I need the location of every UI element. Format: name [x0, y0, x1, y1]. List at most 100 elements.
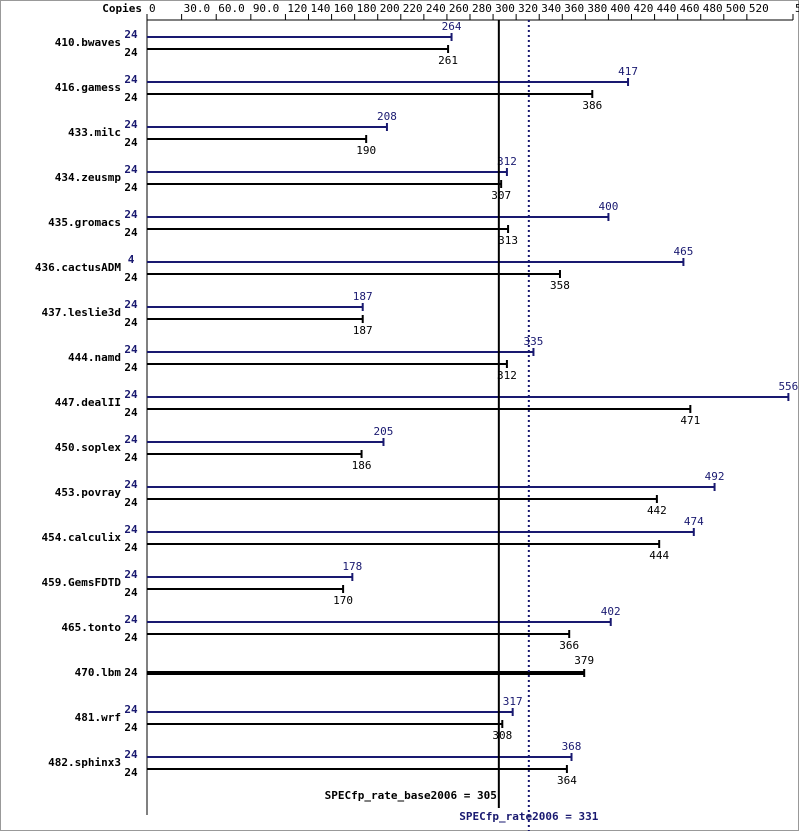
reference-label: SPECfp_rate_base2006 = 305: [325, 789, 497, 802]
benchmark-label: 450.soplex: [55, 441, 122, 454]
value-label: 205: [374, 425, 394, 438]
benchmark-label: 434.zeusmp: [55, 171, 122, 184]
x-tick-label: 260: [449, 2, 469, 15]
copies-label: 24: [124, 136, 138, 149]
benchmark-label: 481.wrf: [75, 711, 121, 724]
value-label: 317: [503, 695, 523, 708]
value-label: 312: [497, 155, 517, 168]
value-label: 187: [353, 290, 373, 303]
value-label: 368: [562, 740, 582, 753]
copies-label: 24: [124, 388, 138, 401]
value-label: 364: [557, 774, 577, 787]
x-tick-label: 90.0: [253, 2, 279, 15]
value-label: 386: [582, 99, 602, 112]
x-tick-label: 440: [657, 2, 677, 15]
value-label: 465: [673, 245, 693, 258]
copies-label: 24: [124, 666, 138, 679]
value-label: 178: [342, 560, 362, 573]
value-label: 492: [705, 470, 725, 483]
benchmark-label: 447.dealII: [55, 396, 121, 409]
copies-label: 24: [124, 748, 138, 761]
value-label: 190: [356, 144, 376, 157]
benchmark-label: 437.leslie3d: [42, 306, 121, 319]
value-label: 264: [442, 20, 462, 33]
copies-label: 24: [124, 406, 138, 419]
copies-label: 24: [124, 361, 138, 374]
value-label: 170: [333, 594, 353, 607]
benchmark-label: 482.sphinx3: [48, 756, 121, 769]
x-tick-label: 300: [495, 2, 515, 15]
copies-label: 24: [124, 451, 138, 464]
benchmark-label: 436.cactusADM: [35, 261, 121, 274]
x-tick-label: 400: [610, 2, 630, 15]
x-tick-label: 180: [357, 2, 377, 15]
x-tick-label: 500: [726, 2, 746, 15]
benchmark-label: 444.namd: [68, 351, 121, 364]
x-tick-label: 160: [334, 2, 354, 15]
copies-label: 24: [124, 118, 138, 131]
copies-label: 24: [124, 298, 138, 311]
copies-label: 24: [124, 631, 138, 644]
copies-label: 24: [124, 316, 138, 329]
value-label: 400: [598, 200, 618, 213]
x-tick-label: 140: [311, 2, 331, 15]
benchmark-label: 459.GemsFDTD: [42, 576, 122, 589]
benchmark-label: 416.gamess: [55, 81, 121, 94]
value-label: 444: [649, 549, 669, 562]
x-tick-label: 360: [564, 2, 584, 15]
x-tick-label: 220: [403, 2, 423, 15]
benchmark-label: 433.milc: [68, 126, 121, 139]
copies-label: 24: [124, 721, 138, 734]
copies-label: 24: [124, 73, 138, 86]
value-label: 186: [352, 459, 372, 472]
copies-label: 24: [124, 226, 138, 239]
x-tick-label: 240: [426, 2, 446, 15]
x-tick-label: 380: [587, 2, 607, 15]
axis-label: Copies: [102, 2, 142, 15]
value-label: 308: [492, 729, 512, 742]
copies-label: 24: [124, 46, 138, 59]
value-label: 307: [491, 189, 511, 202]
x-tick-label: 30.0: [184, 2, 211, 15]
copies-label: 24: [124, 703, 138, 716]
value-label: 187: [353, 324, 373, 337]
value-label: 312: [497, 369, 517, 382]
copies-label: 24: [124, 478, 138, 491]
copies-label: 24: [124, 523, 138, 536]
copies-label: 24: [124, 28, 138, 41]
copies-label: 24: [124, 163, 138, 176]
copies-label: 24: [124, 496, 138, 509]
value-label: 471: [680, 414, 700, 427]
copies-label: 24: [124, 343, 138, 356]
benchmark-label: 435.gromacs: [48, 216, 121, 229]
copies-label: 24: [124, 271, 138, 284]
value-label: 366: [559, 639, 579, 652]
value-label: 474: [684, 515, 704, 528]
copies-label: 24: [124, 433, 138, 446]
value-label: 442: [647, 504, 667, 517]
copies-label: 24: [124, 208, 138, 221]
benchmark-label: 465.tonto: [61, 621, 121, 634]
value-label: 402: [601, 605, 621, 618]
value-label: 208: [377, 110, 397, 123]
x-tick-label: 120: [287, 2, 307, 15]
x-tick-label: 200: [380, 2, 400, 15]
value-label: 313: [498, 234, 518, 247]
copies-label: 24: [124, 541, 138, 554]
benchmark-label: 410.bwaves: [55, 36, 121, 49]
x-tick-label: 320: [518, 2, 538, 15]
x-tick-label: 460: [680, 2, 700, 15]
benchmark-label: 470.lbm: [75, 666, 122, 679]
value-label: 358: [550, 279, 570, 292]
benchmark-label: 454.calculix: [42, 531, 122, 544]
reference-label: SPECfp_rate2006 = 331: [459, 810, 598, 823]
x-tick-label: 0: [149, 2, 156, 15]
copies-label: 24: [124, 586, 138, 599]
value-label: 379: [574, 654, 594, 667]
copies-label: 4: [128, 253, 135, 266]
x-tick-label: 420: [634, 2, 654, 15]
benchmark-label: 453.povray: [55, 486, 122, 499]
